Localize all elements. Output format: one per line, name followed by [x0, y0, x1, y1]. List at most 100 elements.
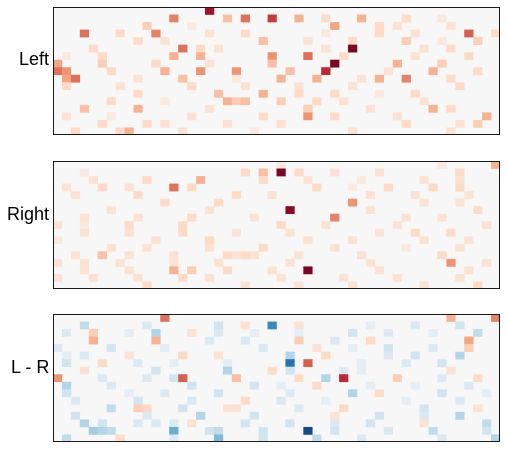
heatmap-cell [374, 29, 385, 38]
heatmap-cell [374, 389, 385, 398]
heatmap-cell [428, 183, 438, 192]
heatmap-cell [455, 351, 465, 360]
heatmap-cell [169, 258, 179, 267]
heatmap-cell [151, 236, 161, 245]
heatmap-cell [53, 236, 63, 245]
heatmap-cell [115, 127, 125, 135]
heatmap-cell [79, 266, 90, 275]
heatmap-cell [133, 359, 143, 368]
heatmap-cell [53, 273, 63, 282]
heatmap-cell [455, 243, 465, 252]
heatmap-cell [339, 404, 349, 413]
heatmap-cell [464, 29, 474, 38]
heatmap-cell [330, 243, 340, 252]
heatmap-cell [321, 396, 331, 405]
heatmap-cell [348, 198, 358, 207]
heatmap-cell [222, 97, 233, 106]
heatmap-cell [321, 374, 331, 383]
heatmap-cell [196, 67, 206, 76]
heatmap-cell [348, 183, 358, 192]
heatmap-cell [213, 198, 224, 207]
heatmap-cell [446, 44, 456, 53]
heatmap-cell [97, 119, 107, 128]
heatmap-cell [106, 112, 116, 121]
heatmap-cell [79, 351, 90, 360]
heatmap-cell [276, 74, 286, 83]
heatmap-cell [61, 183, 72, 192]
heatmap-left-svg [53, 7, 500, 135]
heatmap-cell [294, 251, 304, 260]
heatmap-cell [401, 396, 411, 405]
heatmap-cell [133, 404, 143, 413]
heatmap-cell [258, 112, 268, 121]
heatmap-cell [473, 37, 483, 45]
heatmap-cell [142, 243, 152, 252]
heatmap-cell [365, 336, 376, 345]
heatmap-cell [410, 52, 420, 61]
heatmap-cell [142, 281, 152, 289]
heatmap-cell [392, 221, 402, 230]
heatmap-cell [419, 411, 429, 420]
heatmap-cell [348, 389, 358, 398]
heatmap-cell [231, 404, 242, 413]
heatmap-cell [231, 191, 242, 199]
heatmap-cell [356, 366, 367, 375]
heatmap-cell [455, 321, 465, 330]
heatmap-cell [61, 381, 72, 390]
heatmap-cell [294, 168, 304, 177]
heatmap-cell [267, 321, 277, 330]
heatmap-cell [106, 206, 116, 215]
heatmap-cell [446, 228, 456, 237]
heatmap-cell [204, 273, 215, 282]
heatmap-cell [339, 366, 349, 375]
heatmap-cell [446, 127, 456, 135]
heatmap-cell [88, 176, 98, 184]
heatmap-cell [464, 266, 474, 275]
heatmap-cell [446, 74, 456, 83]
heatmap-right-svg [53, 161, 500, 289]
heatmap-cell [240, 82, 250, 91]
heatmap-cell [365, 104, 376, 113]
heatmap-cell [383, 351, 394, 360]
heatmap-cell [464, 344, 474, 352]
heatmap-cell [383, 67, 394, 76]
heatmap-cell [142, 22, 152, 30]
heatmap-cell [401, 37, 411, 45]
heatmap-cell [339, 374, 349, 383]
heatmap-cell [482, 221, 492, 230]
heatmap-cell [142, 411, 152, 420]
heatmap-cell [348, 127, 358, 135]
heatmap-cell [88, 426, 98, 435]
heatmap-cell [419, 44, 429, 53]
heatmap-cell [276, 97, 286, 106]
heatmap-cell [401, 14, 411, 23]
heatmap-cell [374, 266, 385, 275]
heatmap-cell [356, 74, 367, 83]
heatmap-cell [178, 127, 188, 135]
heatmap-cell [392, 112, 402, 121]
heatmap-cell [178, 404, 188, 413]
heatmap-cell [419, 176, 429, 184]
heatmap-cell [294, 82, 304, 91]
heatmap-cell [187, 82, 197, 91]
heatmap-cell [330, 22, 340, 30]
heatmap-cell [124, 183, 134, 192]
heatmap-cell [419, 419, 429, 428]
heatmap-cell [330, 112, 340, 121]
heatmap-cell [446, 258, 456, 267]
heatmap-cell [294, 14, 304, 23]
heatmap-cell [294, 404, 304, 413]
heatmap-cell [285, 389, 295, 398]
heatmap-cell [79, 258, 90, 267]
heatmap-cell [303, 52, 313, 61]
heatmap-cell [321, 29, 331, 38]
heatmap-cell [133, 37, 143, 45]
heatmap-cell [61, 389, 72, 398]
heatmap-cell [88, 329, 98, 337]
heatmap-cell [312, 344, 322, 352]
heatmap-cell [160, 344, 170, 352]
heatmap-cell [339, 97, 349, 106]
heatmap-cell [97, 52, 107, 61]
heatmap-cell [151, 419, 161, 428]
heatmap-cell [133, 273, 143, 282]
